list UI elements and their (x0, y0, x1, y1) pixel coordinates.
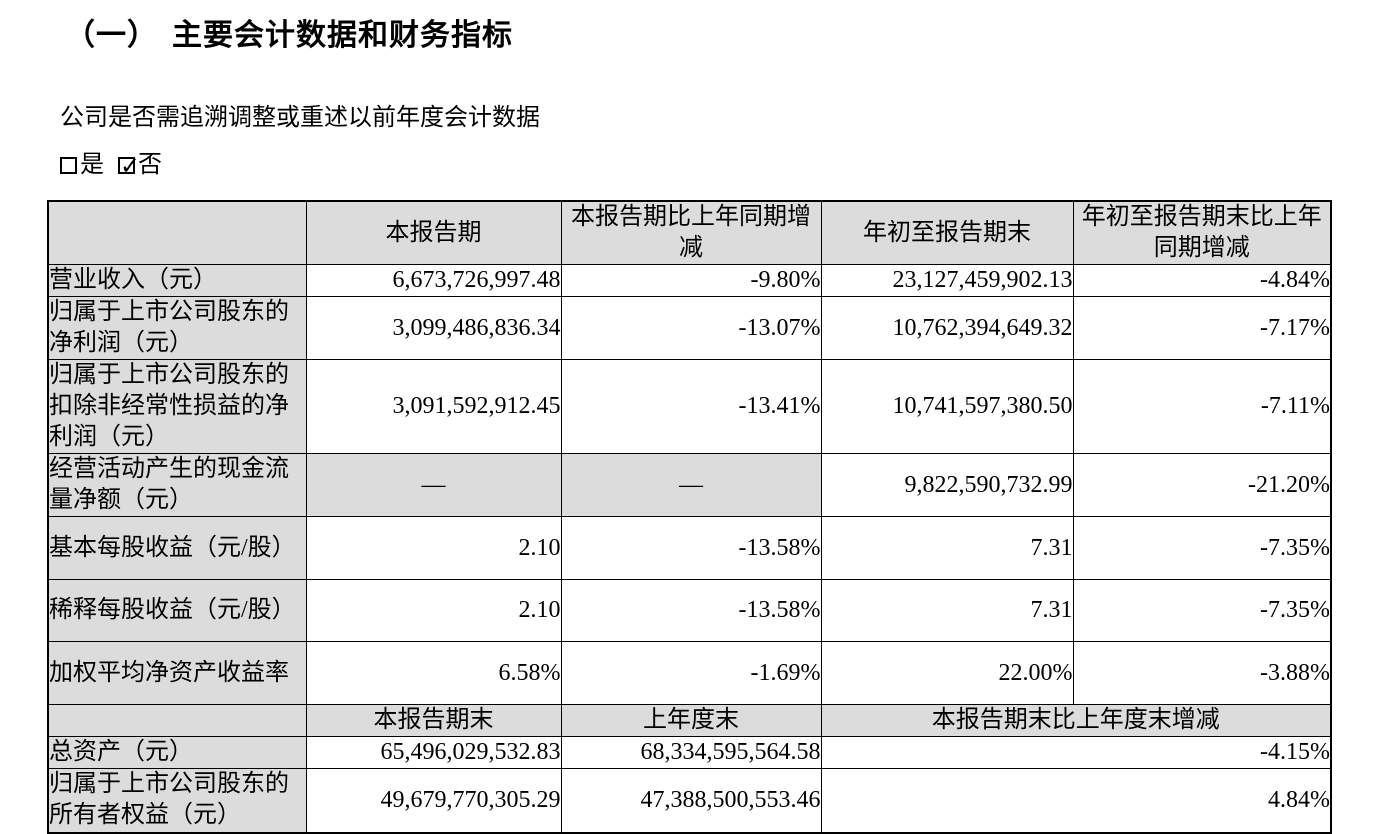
cell-value: 49,679,770,305.29 (305, 768, 562, 833)
header-change-vs-prior-year-end: 本报告期末比上年度末增减 (820, 704, 1332, 737)
table-row: 经营活动产生的现金流量净额（元） — — 9,822,590,732.99 -2… (47, 453, 1332, 517)
cell-value: -13.41% (560, 359, 822, 454)
cell-value: -13.58% (560, 579, 822, 642)
cell-value: 65,496,029,532.83 (305, 736, 562, 769)
cell-value: 3,099,486,836.34 (305, 296, 562, 360)
cell-value: 10,741,597,380.50 (820, 359, 1074, 454)
cell-value: -4.84% (1072, 264, 1332, 297)
cell-value: -7.11% (1072, 359, 1332, 454)
table-header-row-1: 本报告期 本报告期比上年同期增减 年初至报告期末 年初至报告期末比上年同期增减 (47, 200, 1332, 265)
header-yoy-change: 本报告期比上年同期增减 (560, 200, 822, 265)
section-title-text: 主要会计数据和财务指标 (172, 19, 513, 52)
restatement-option-yes: 是 (60, 151, 104, 179)
cell-value: 9,822,590,732.99 (820, 453, 1074, 517)
table-header-row-2: 本报告期末 上年度末 本报告期末比上年度末增减 (47, 704, 1332, 737)
section-number: （一） (65, 19, 158, 52)
cell-value: 23,127,459,902.13 (820, 264, 1074, 297)
checkbox-no-label: 否 (138, 152, 162, 178)
row-label: 归属于上市公司股东的净利润（元） (47, 296, 307, 360)
header-current-period: 本报告期 (305, 200, 562, 265)
checkbox-no-icon (118, 152, 140, 180)
cell-value: -21.20% (1072, 453, 1332, 517)
cell-value: 7.31 (820, 516, 1074, 580)
cell-value: -7.35% (1072, 579, 1332, 642)
cell-value: -7.35% (1072, 516, 1332, 580)
cell-value: 2.10 (305, 516, 562, 580)
table-row: 归属于上市公司股东的净利润（元） 3,099,486,836.34 -13.07… (47, 296, 1332, 360)
cell-empty-dash: — (305, 453, 562, 517)
table-row: 稀释每股收益（元/股） 2.10 -13.58% 7.31 -7.35% (47, 579, 1332, 642)
table-row: 总资产（元） 65,496,029,532.83 68,334,595,564.… (47, 736, 1332, 769)
row-label: 经营活动产生的现金流量净额（元） (47, 453, 307, 517)
checkbox-yes-icon (60, 156, 77, 174)
cell-value: -13.58% (560, 516, 822, 580)
header-ytd: 年初至报告期末 (820, 200, 1074, 265)
financial-indicators-table: 本报告期 本报告期比上年同期增减 年初至报告期末 年初至报告期末比上年同期增减 … (47, 200, 1332, 834)
header-ytd-yoy-change: 年初至报告期末比上年同期增减 (1072, 200, 1332, 265)
cell-value: -3.88% (1072, 641, 1332, 705)
header-empty-cell (47, 200, 307, 265)
checkbox-yes-label: 是 (80, 152, 104, 178)
cell-value: -7.17% (1072, 296, 1332, 360)
row-label: 总资产（元） (47, 736, 307, 769)
cell-value: -9.80% (560, 264, 822, 297)
cell-value: 22.00% (820, 641, 1074, 705)
header-prior-year-end: 上年度末 (560, 704, 822, 737)
cell-value: -13.07% (560, 296, 822, 360)
cell-value: 4.84% (820, 768, 1332, 833)
row-label: 归属于上市公司股东的扣除非经常性损益的净利润（元） (47, 359, 307, 454)
restatement-option-no: 否 (118, 151, 162, 180)
header-empty-cell (47, 704, 307, 737)
restatement-options: 是 否 (60, 151, 1379, 180)
cell-value: 7.31 (820, 579, 1074, 642)
cell-value: 47,388,500,553.46 (560, 768, 822, 833)
cell-value: 68,334,595,564.58 (560, 736, 822, 769)
cell-value: 6,673,726,997.48 (305, 264, 562, 297)
cell-empty-dash: — (560, 453, 822, 517)
row-label: 加权平均净资产收益率 (47, 641, 307, 705)
cell-value: 3,091,592,912.45 (305, 359, 562, 454)
row-label: 营业收入（元） (47, 264, 307, 297)
section-title: （一） 主要会计数据和财务指标 (65, 10, 1379, 54)
cell-value: 2.10 (305, 579, 562, 642)
cell-value: -4.15% (820, 736, 1332, 769)
table-row: 归属于上市公司股东的所有者权益（元） 49,679,770,305.29 47,… (47, 768, 1332, 833)
cell-value: 6.58% (305, 641, 562, 705)
row-label: 基本每股收益（元/股） (47, 516, 307, 580)
table-row: 加权平均净资产收益率 6.58% -1.69% 22.00% -3.88% (47, 641, 1332, 705)
header-period-end: 本报告期末 (305, 704, 562, 737)
table-row: 营业收入（元） 6,673,726,997.48 -9.80% 23,127,4… (47, 264, 1332, 297)
restatement-question: 公司是否需追溯调整或重述以前年度会计数据 (60, 105, 540, 131)
table-row: 基本每股收益（元/股） 2.10 -13.58% 7.31 -7.35% (47, 516, 1332, 580)
cell-value: -1.69% (560, 641, 822, 705)
row-label: 归属于上市公司股东的所有者权益（元） (47, 768, 307, 833)
row-label: 稀释每股收益（元/股） (47, 579, 307, 642)
table-row: 归属于上市公司股东的扣除非经常性损益的净利润（元） 3,091,592,912.… (47, 359, 1332, 454)
cell-value: 10,762,394,649.32 (820, 296, 1074, 360)
